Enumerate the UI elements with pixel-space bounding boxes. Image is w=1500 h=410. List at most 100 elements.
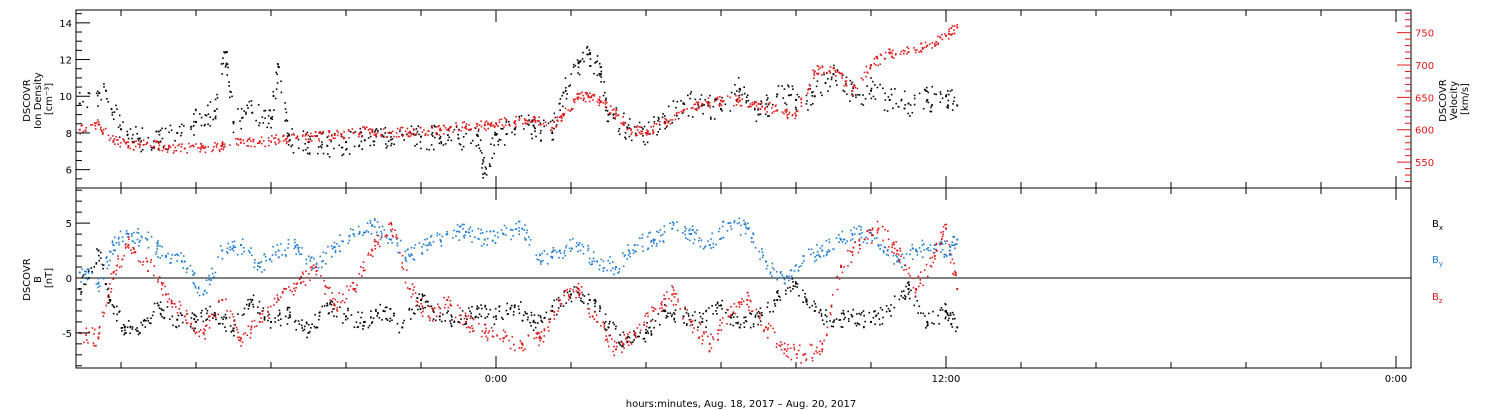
scatter-sample [152,311,155,313]
scatter-sample [915,289,918,292]
scatter-sample [209,315,211,318]
scatter-sample [655,123,658,125]
scatter-sample [107,293,110,296]
scatter-sample [812,69,814,72]
scatter-sample [423,294,426,297]
scatter-sample [699,245,702,248]
scatter-sample [278,309,281,312]
scatter-sample [858,240,861,242]
scatter-sample [930,110,933,113]
scatter-sample [524,237,526,239]
scatter-sample [665,126,668,128]
scatter-sample [944,317,947,320]
scatter-sample [867,238,869,240]
scatter-sample [712,338,715,340]
scatter-sample [566,93,568,95]
scatter-sample [364,128,366,130]
series-ion-density [78,45,959,179]
scatter-sample [931,85,934,88]
scatter-sample [393,312,395,315]
scatter-sample [628,118,631,120]
scatter-sample [671,121,674,124]
scatter-sample [268,258,271,261]
scatter-sample [324,262,327,265]
scatter-sample [175,149,178,152]
scatter-sample [609,262,611,265]
scatter-sample [285,138,287,141]
scatter-sample [243,307,246,310]
scatter-sample [622,345,624,348]
scatter-sample [646,330,649,333]
scatter-sample [388,238,391,240]
scatter-sample [892,49,894,52]
scatter-sample [849,79,852,82]
scatter-sample [421,246,423,248]
scatter-sample [883,246,886,248]
scatter-sample [646,248,649,251]
scatter-sample [821,350,823,353]
scatter-sample [628,331,631,334]
scatter-sample [897,259,900,262]
scatter-sample [464,127,467,129]
scatter-sample [654,239,656,241]
scatter-sample [370,316,372,319]
scatter-sample [884,92,886,95]
data-point [333,246,336,249]
scatter-sample [322,259,325,262]
data-point [596,320,599,323]
scatter-sample [81,268,83,271]
scatter-sample [360,275,363,277]
scatter-sample [943,253,946,256]
scatter-sample [145,257,148,260]
scatter-sample [886,110,889,112]
scatter-sample [373,238,376,241]
scatter-sample [204,325,207,327]
scatter-sample [729,110,732,112]
scatter-sample [439,307,442,310]
magnetic-field-panel: -505 0:00 12:00 0:00 DSCOVR B [nT] Bx By B… [22,10,1443,385]
scatter-sample [719,324,721,327]
scatter-sample [845,80,848,82]
scatter-sample [651,318,654,321]
data-point [607,113,610,116]
data-point [783,282,786,285]
density-axis-title-line-3: [cm⁻³] [44,83,55,115]
scatter-sample [800,97,803,100]
scatter-sample [613,340,616,343]
scatter-sample [600,76,603,78]
scatter-sample [489,125,492,128]
scatter-sample [404,250,407,253]
scatter-sample [868,232,871,234]
scatter-sample [922,284,924,287]
scatter-sample [881,225,884,228]
scatter-sample [179,150,182,153]
scatter-sample [350,314,353,316]
scatter-sample [814,256,816,258]
scatter-sample [785,354,788,357]
scatter-sample [845,76,848,79]
scatter-sample [591,94,594,96]
scatter-sample [734,312,737,315]
scatter-sample [399,130,401,133]
scatter-sample [273,109,275,111]
scatter-sample [449,304,452,307]
scatter-sample [333,241,336,244]
scatter-sample [108,302,110,304]
scatter-sample [647,130,649,132]
scatter-sample [890,315,892,317]
scatter-sample [916,251,918,253]
scatter-sample [786,347,789,350]
data-point [352,287,355,290]
scatter-sample [716,96,719,99]
data-point [176,131,179,134]
scatter-sample [675,293,678,295]
scatter-sample [654,308,657,310]
scatter-sample [463,236,466,239]
scatter-sample [526,318,529,321]
scatter-sample [666,291,668,293]
scatter-sample [392,235,394,238]
scatter-sample [316,135,319,137]
data-point [851,89,854,92]
scatter-sample [103,86,105,88]
scatter-sample [691,116,694,118]
